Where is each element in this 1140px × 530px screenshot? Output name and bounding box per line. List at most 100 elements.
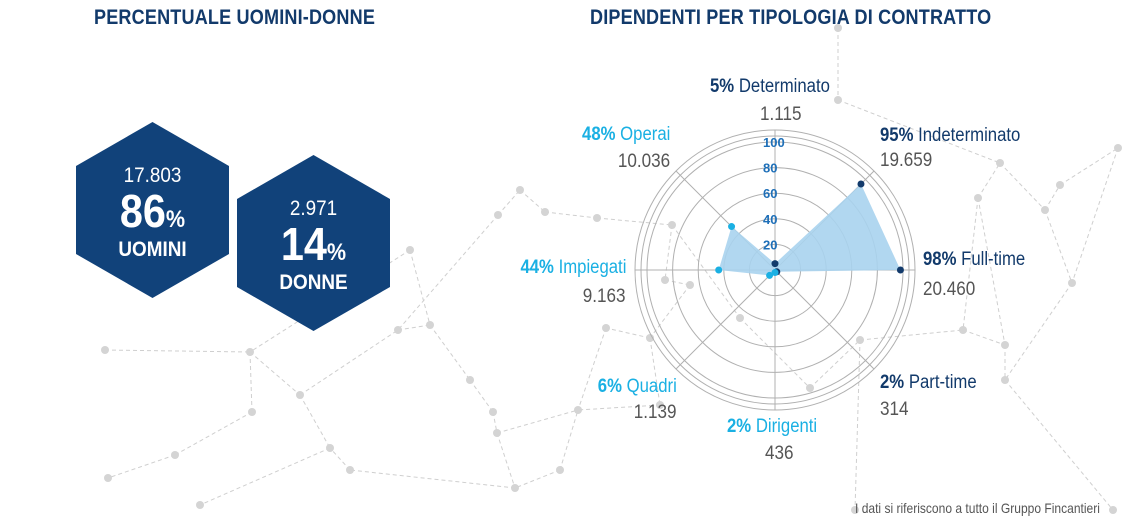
network-node [1056, 181, 1064, 189]
network-node [494, 211, 502, 219]
network-node [196, 501, 204, 509]
network-node [1109, 506, 1117, 514]
value-operai: 10.036 [617, 151, 670, 172]
network-node [171, 451, 179, 459]
women-label: DONNE [279, 271, 348, 294]
gender-title: PERCENTUALE UOMINI-DONNE [94, 6, 376, 29]
contract-title: DIPENDENTI PER TIPOLOGIA DI CONTRATTO [590, 6, 992, 29]
r-tick-label: 60 [763, 186, 777, 201]
data-area [718, 184, 901, 276]
network-link [497, 189, 521, 216]
network-link [299, 329, 399, 396]
value-full-time: 20.460 [923, 279, 976, 300]
data-point [728, 223, 736, 231]
network-link [199, 447, 331, 506]
label-impiegati: 44% Impiegati [520, 257, 626, 278]
men-count: 17.803 [123, 164, 182, 187]
network-link [496, 432, 516, 489]
network-node [834, 24, 842, 32]
network-node [656, 401, 664, 409]
network-node [1001, 376, 1009, 384]
network-link [1071, 147, 1119, 284]
network-link [837, 99, 1001, 164]
network-node [1001, 341, 1009, 349]
network-link [409, 249, 431, 326]
network-node [326, 444, 334, 452]
network-link [671, 224, 741, 319]
network-node [661, 276, 669, 284]
network-node [668, 221, 676, 229]
network-node [406, 246, 414, 254]
network-node [602, 324, 610, 332]
network-node [1114, 144, 1122, 152]
network-node [593, 214, 601, 222]
value-part-time: 314 [880, 399, 909, 420]
network-link [649, 337, 661, 406]
label-operai: 48% Operai [581, 124, 670, 145]
label-part-time: 2% Part-time [880, 372, 977, 393]
value-indeterminato: 19.659 [880, 150, 933, 171]
network-node [856, 336, 864, 344]
label-full-time: 98% Full-time [923, 249, 1026, 270]
network-link [577, 327, 607, 411]
network-link [397, 214, 499, 331]
grid-spoke [675, 269, 776, 370]
network-node [851, 506, 859, 514]
r-tick-label: 40 [763, 212, 777, 227]
network-node [556, 466, 564, 474]
network-link [962, 329, 1006, 346]
network-link [962, 197, 979, 331]
network-link [514, 469, 561, 489]
network-link [544, 211, 598, 219]
men-percent: 86% [119, 185, 186, 237]
network-link [596, 217, 673, 226]
label-indeterminato: 95% Indeterminato [880, 125, 1021, 146]
network-node [296, 391, 304, 399]
network-node [736, 314, 744, 322]
network-node [959, 326, 967, 334]
network-node [996, 159, 1004, 167]
data-point [857, 180, 865, 188]
network-link [1004, 379, 1114, 511]
network-node [246, 348, 254, 356]
network-link [999, 162, 1046, 211]
network-link [664, 279, 691, 286]
value-determinato: 1.115 [760, 104, 802, 125]
data-point [766, 271, 774, 279]
network-node [489, 408, 497, 416]
men-label: UOMINI [118, 238, 187, 261]
network-node [493, 429, 501, 437]
network-link [299, 394, 331, 449]
network-node [248, 408, 256, 416]
network-node [974, 194, 982, 202]
label-dirigenti: 2% Dirigenti [727, 416, 818, 437]
network-link [249, 351, 301, 396]
data-point [896, 266, 904, 274]
women-count: 2.971 [289, 197, 338, 220]
r-tick-label: 80 [763, 161, 777, 176]
network-link [559, 409, 579, 471]
value-quadri: 1.139 [634, 402, 677, 423]
network-link [1004, 282, 1073, 381]
network-link [1059, 147, 1119, 186]
network-link [1044, 184, 1061, 211]
network-node [1041, 206, 1049, 214]
network-node [806, 384, 814, 392]
network-link [429, 324, 471, 381]
network-link [809, 339, 861, 389]
network-node [1068, 279, 1076, 287]
data-point [715, 266, 723, 274]
network-node [686, 281, 694, 289]
network-link [854, 339, 861, 511]
network-link [519, 189, 546, 213]
label-determinato: 5% Determinato [710, 76, 830, 97]
network-node [101, 346, 109, 354]
network-node [516, 186, 524, 194]
network-node [466, 376, 474, 384]
label-quadri: 6% Quadri [597, 376, 677, 397]
grid-spoke [774, 269, 875, 370]
network-link [977, 197, 1006, 346]
network-link [605, 327, 651, 339]
network-link [397, 324, 431, 331]
